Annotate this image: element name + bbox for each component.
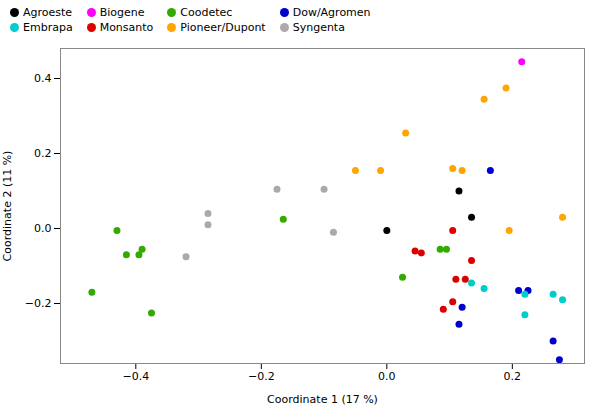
svg-text:0.0: 0.0 — [34, 222, 52, 235]
svg-text:Coordinate 2 (11 %): Coordinate 2 (11 %) — [1, 151, 14, 262]
svg-text:0.2: 0.2 — [504, 370, 522, 383]
html-text:Pioneer/Dupont: Pioneer/Dupont — [180, 21, 266, 34]
html-text:Syngenta: Syngenta — [292, 21, 345, 34]
html-text:Agroeste: Agroeste — [23, 6, 73, 19]
html-text:Coodetec: Coodetec — [180, 6, 233, 19]
svg-text:0.4: 0.4 — [34, 72, 52, 85]
svg-text:−0.2: −0.2 — [248, 370, 275, 383]
html-text:Biogene: Biogene — [99, 6, 145, 19]
svg-text:−0.2: −0.2 — [25, 297, 52, 310]
svg-text:Coordinate 1 (17 %): Coordinate 1 (17 %) — [267, 393, 378, 406]
svg-text:−0.4: −0.4 — [122, 370, 149, 383]
svg-text:0.0: 0.0 — [378, 370, 396, 383]
html-text:Dow/Agromen: Dow/Agromen — [292, 6, 371, 19]
svg-text:0.2: 0.2 — [34, 147, 52, 160]
html-text:Monsanto: Monsanto — [99, 21, 154, 34]
html-text:Embrapa: Embrapa — [23, 21, 73, 34]
